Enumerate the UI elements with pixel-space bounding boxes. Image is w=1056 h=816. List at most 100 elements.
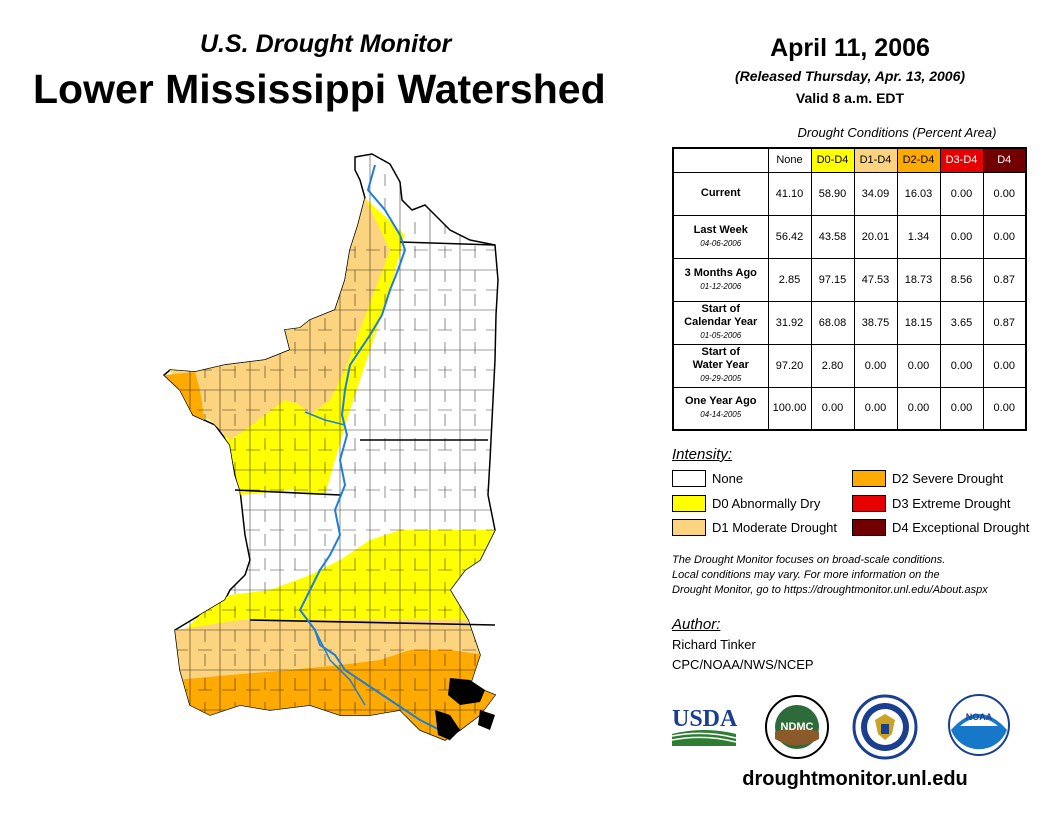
table-cell: 20.01 [853, 214, 898, 259]
table-cell: 0.87 [982, 257, 1027, 302]
row-date: 01-12-2006 [700, 281, 742, 291]
red-river [304, 411, 346, 426]
row-label-text: Start of Calendar Year [684, 303, 758, 328]
table-cell: 0.00 [896, 386, 941, 431]
table-row: One Year Ago 04-14-2005 100.00 0.00 0.00 … [672, 386, 1027, 431]
legend-label: D3 Extreme Drought [892, 496, 1011, 511]
noaa-text: NOAA [966, 712, 993, 722]
d1-area-north [170, 198, 390, 440]
row-label: Current [672, 171, 769, 216]
coastal-marsh [435, 678, 495, 740]
table-cell: 0.00 [939, 343, 984, 388]
row-label: Start of Calendar Year 01-05-2006 [672, 300, 769, 345]
row-label-text: 3 Months Ago [684, 266, 757, 279]
table-cell: 0.00 [896, 343, 941, 388]
table-cell: 47.53 [853, 257, 898, 302]
table-cell: 0.00 [982, 171, 1027, 216]
table-cell: 2.85 [767, 257, 812, 302]
row-label: Start of Water Year 09-29-2005 [672, 343, 769, 388]
table-cell: 97.15 [810, 257, 855, 302]
mississippi-river [298, 164, 451, 741]
table-cell: 0.87 [982, 300, 1027, 345]
row-label-text: One Year Ago [684, 395, 757, 408]
ndmc-text: NDMC [781, 721, 814, 733]
table-row: Start of Calendar Year 01-05-2006 31.92 68… [672, 300, 1027, 345]
row-date: 01-05-2006 [700, 331, 742, 340]
col-header-d3-d4: D3-D4 [939, 147, 984, 173]
legend-label: D2 Severe Drought [892, 471, 1004, 486]
table-corner [673, 148, 769, 173]
atchafalaya-river [314, 629, 366, 706]
note-line: The Drought Monitor focuses on broad-sca… [672, 554, 946, 566]
table-cell: 0.00 [939, 214, 984, 259]
legend-label: D0 Abnormally Dry [712, 496, 821, 511]
row-date: 09-29-2005 [700, 374, 742, 383]
row-date: 04-06-2006 [700, 238, 742, 248]
legend-title: Intensity: [672, 446, 733, 463]
table-cell: 43.58 [810, 214, 855, 259]
map-title: Lower Mississippi Watershed [33, 66, 606, 112]
table-cell: 16.03 [896, 171, 941, 216]
table-cell: 8.56 [939, 257, 984, 302]
release-date: (Released Thursday, Apr. 13, 2006) [734, 68, 966, 84]
row-date: 04-14-2005 [700, 410, 742, 420]
legend-label: None [712, 471, 744, 486]
drought-conditions-table: None D0-D4 D1-D4 D2-D4 D3-D4 D4 Current … [672, 147, 1027, 431]
table-cell: 2.80 [810, 343, 855, 388]
legend-swatch [852, 495, 886, 512]
usda-text: USDA [672, 706, 738, 732]
note-line: Drought Monitor, go to https://droughtmo… [672, 584, 988, 596]
table-cell: 0.00 [810, 386, 855, 431]
footer-url[interactable]: droughtmonitor.unl.edu [742, 768, 968, 790]
table-cell: 0.00 [982, 214, 1027, 259]
table-cell: 58.90 [810, 171, 855, 216]
legend-item-d1: D1 Moderate Drought [672, 519, 837, 536]
row-label-text: Current [700, 187, 741, 199]
table-header-row: None D0-D4 D1-D4 D2-D4 D3-D4 D4 [673, 147, 1027, 173]
table-cell: 3.65 [939, 300, 984, 345]
table-row: Last Week 04-06-2006 56.42 43.58 20.01 1.… [672, 214, 1027, 259]
table-caption: Drought Conditions (Percent Area) [797, 125, 997, 140]
row-label-text: Start of Water Year [692, 346, 749, 371]
table-cell: 1.34 [896, 214, 941, 259]
row-label: One Year Ago 04-14-2005 [672, 386, 769, 431]
note-line: Local conditions may vary. For more info… [672, 569, 940, 581]
table-cell: 31.92 [767, 300, 812, 345]
table-cell: 0.00 [853, 343, 898, 388]
legend-item-d2: D2 Severe Drought [852, 470, 1003, 487]
author-name: Richard Tinker [672, 637, 756, 652]
legend-item-none: None [672, 470, 743, 487]
table-cell: 18.15 [896, 300, 941, 345]
table-cell: 0.00 [853, 386, 898, 431]
table-cell: 0.00 [939, 386, 984, 431]
col-header-d2-d4: D2-D4 [896, 147, 941, 173]
row-label: Last Week 04-06-2006 [672, 214, 769, 259]
table-cell: 18.73 [896, 257, 941, 302]
disclaimer-note: The Drought Monitor focuses on broad-sca… [672, 553, 1042, 598]
table-cell: 0.00 [982, 343, 1027, 388]
table-cell: 38.75 [853, 300, 898, 345]
table-cell: 68.08 [810, 300, 855, 345]
table-cell: 56.42 [767, 214, 812, 259]
legend-swatch [672, 495, 706, 512]
table-cell: 34.09 [853, 171, 898, 216]
noaa-logo: NOAA [948, 694, 1010, 756]
ndmc-logo: NDMC [765, 695, 829, 759]
map-subtitle: U.S. Drought Monitor [200, 30, 452, 58]
legend-label: D4 Exceptional Drought [892, 520, 1030, 535]
table-cell: 41.10 [767, 171, 812, 216]
row-label: 3 Months Ago 01-12-2006 [672, 257, 769, 302]
table-cell: 100.00 [767, 386, 812, 431]
col-header-none: None [767, 147, 812, 173]
legend-item-d4: D4 Exceptional Drought [852, 519, 1029, 536]
legend-swatch [672, 470, 706, 487]
legend-label: D1 Moderate Drought [712, 520, 838, 535]
usda-logo: USDA [671, 706, 738, 746]
row-label-text: Last Week [693, 223, 748, 236]
col-header-d0-d4: D0-D4 [810, 147, 855, 173]
legend-item-d3: D3 Extreme Drought [852, 495, 1011, 512]
col-header-d1-d4: D1-D4 [853, 147, 898, 173]
map-date: April 11, 2006 [770, 34, 930, 62]
table-row: Start of Water Year 09-29-2005 97.20 2.80 … [672, 343, 1027, 388]
col-header-d4: D4 [982, 147, 1027, 173]
